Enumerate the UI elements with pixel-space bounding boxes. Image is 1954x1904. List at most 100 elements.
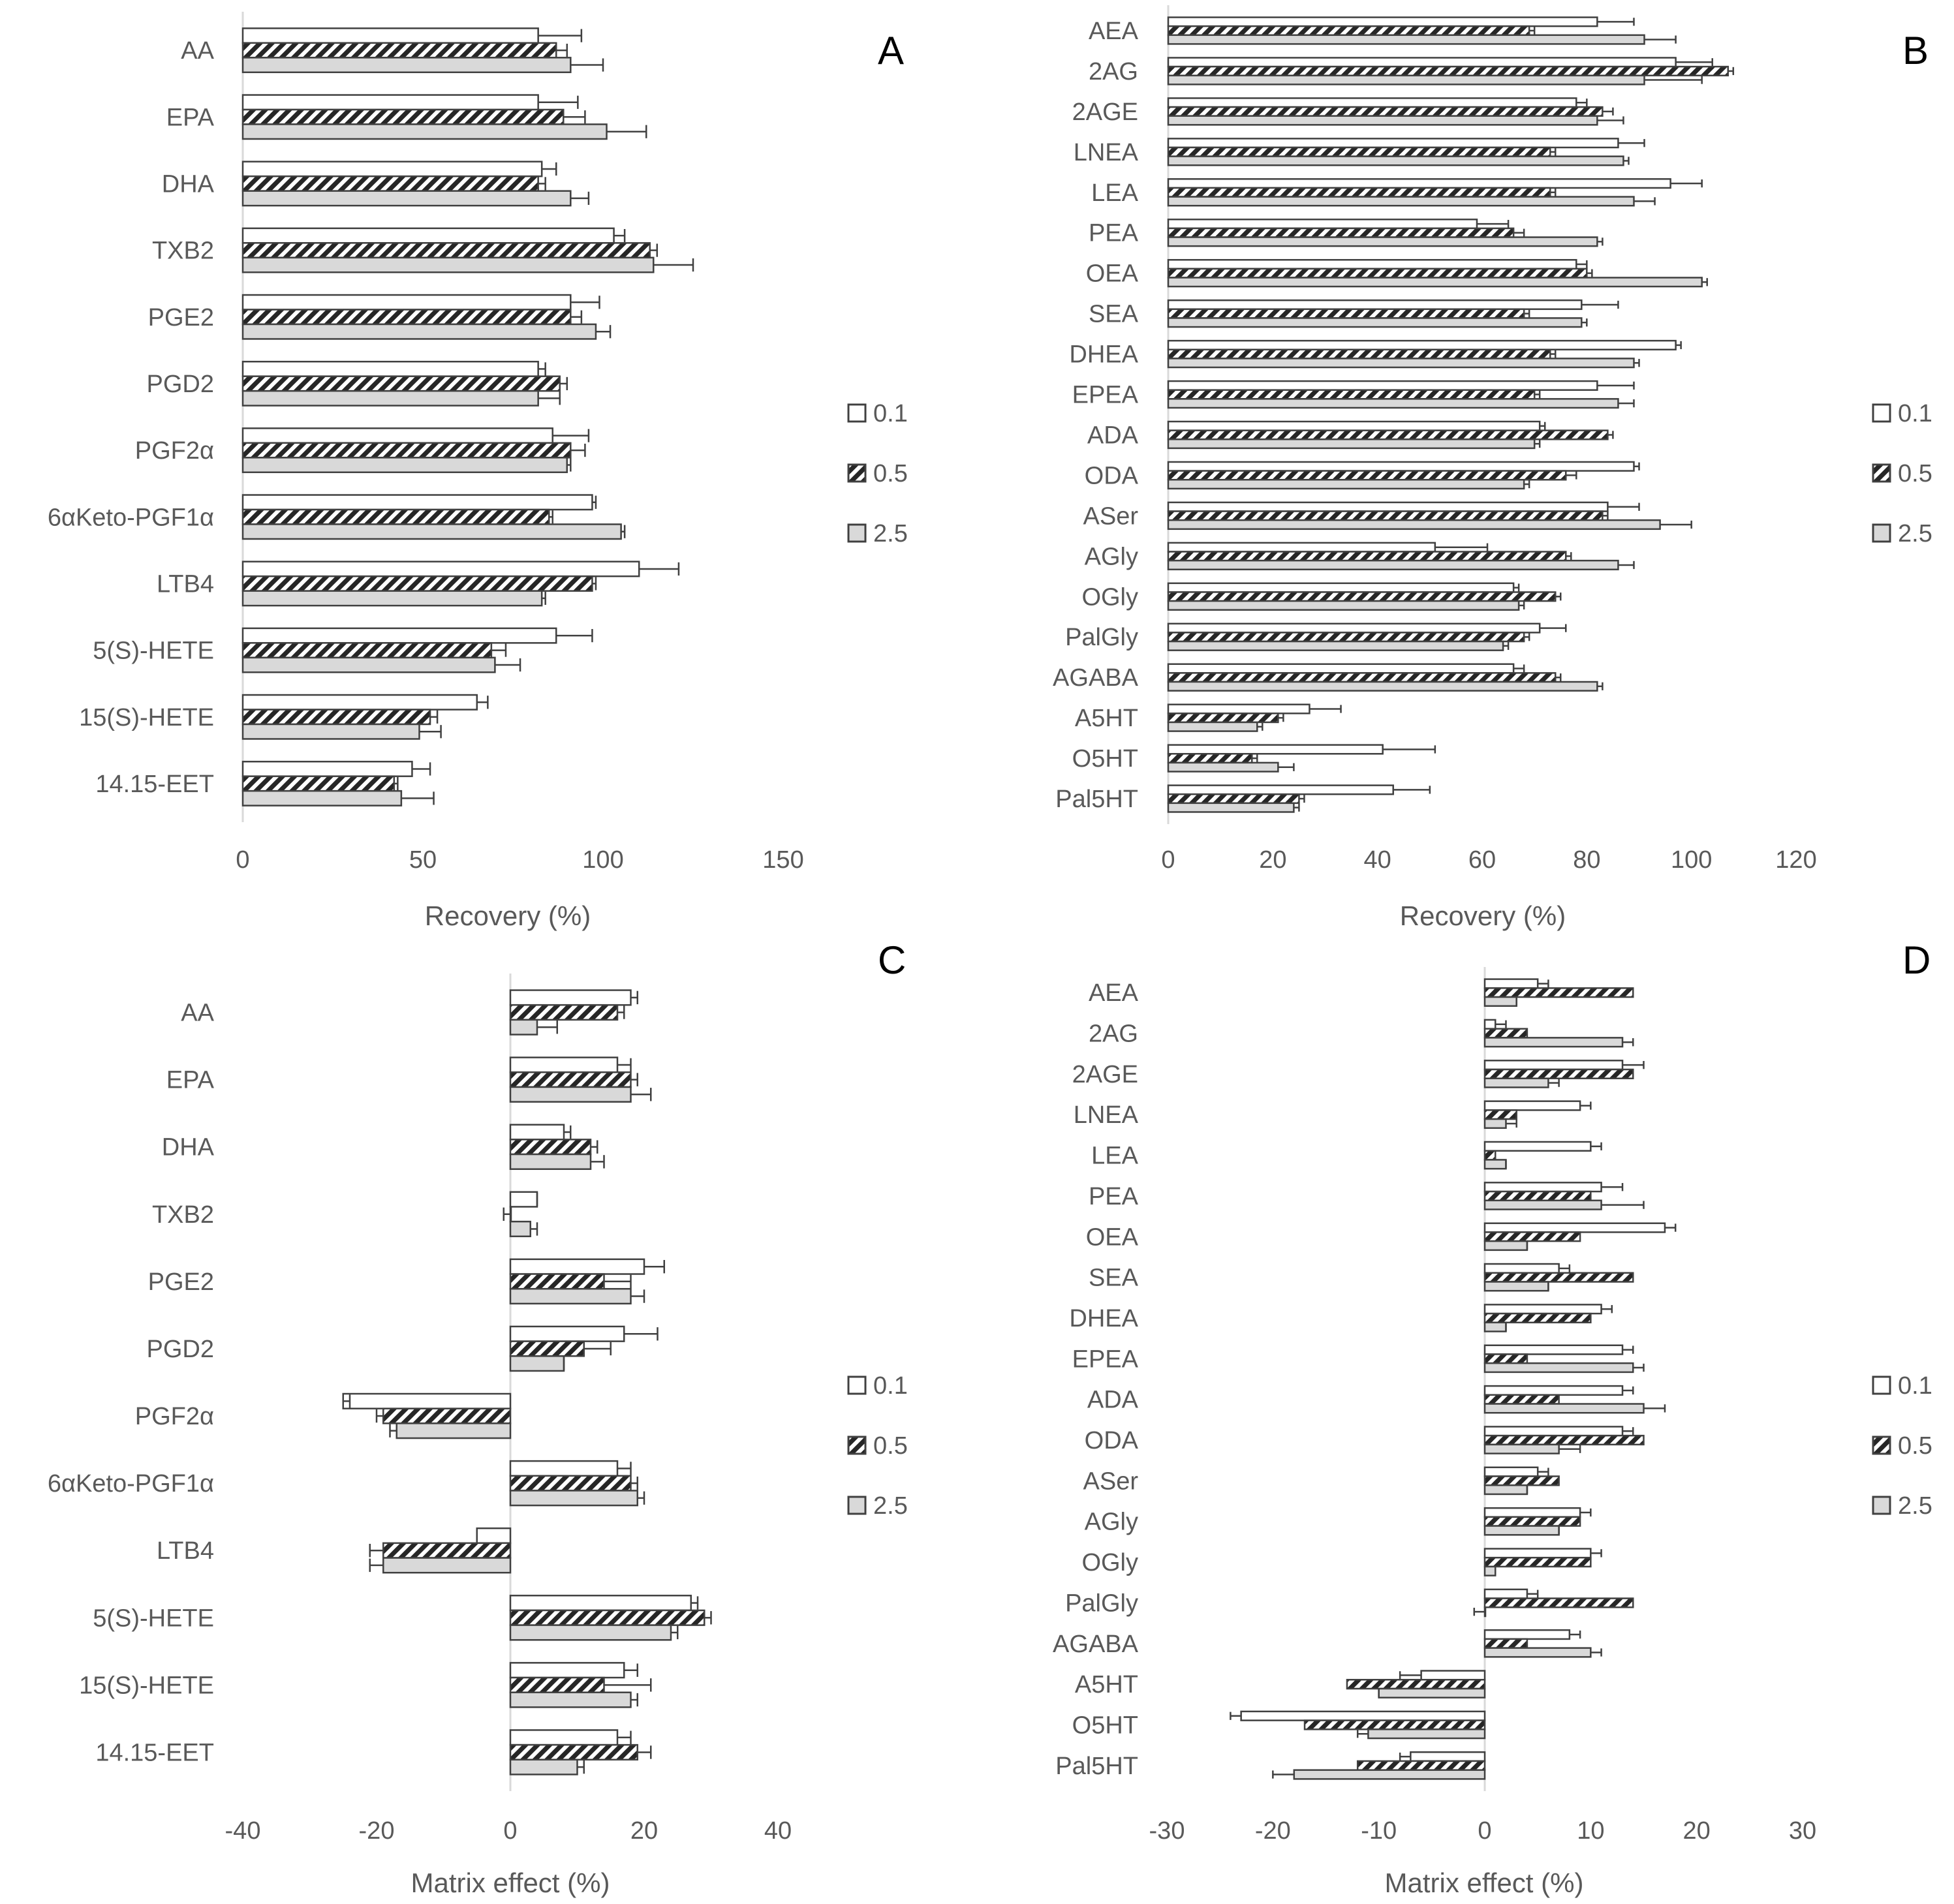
bar-0-1 bbox=[241, 494, 593, 511]
bar-2-5 bbox=[509, 1220, 531, 1238]
bar-2-5 bbox=[1167, 155, 1624, 166]
x-tick-label: 80 bbox=[1573, 846, 1600, 874]
category-label: OEA bbox=[1086, 260, 1139, 288]
bar-0-1 bbox=[1167, 339, 1677, 351]
bar-0-5 bbox=[1167, 470, 1567, 481]
legend-a: 0.1 0.5 2.5 bbox=[847, 400, 908, 547]
bar-0-5 bbox=[241, 175, 539, 192]
plot-area-c: -40 -20 0 20 40 AA EPA DHA TXB2 PGE2 PGD2 PGF2α 6αKe… bbox=[48, 974, 792, 1845]
bar-2-5 bbox=[1483, 1647, 1592, 1658]
category-label: Pal5HT bbox=[1055, 1753, 1138, 1780]
bar-0-1 bbox=[1483, 1222, 1666, 1233]
bar-0-5 bbox=[1356, 1760, 1486, 1771]
bar-2-5 bbox=[1483, 1403, 1645, 1414]
bar-2-5 bbox=[509, 1086, 632, 1103]
bar-0-1 bbox=[1167, 582, 1515, 593]
bar-0-5 bbox=[1483, 1394, 1560, 1405]
category-label: PalGly bbox=[1065, 624, 1138, 651]
category-label: ASer bbox=[1083, 1467, 1139, 1495]
bar-2-5 bbox=[1167, 802, 1295, 813]
category-label: O5HT bbox=[1072, 745, 1138, 773]
bar-2-5 bbox=[1167, 236, 1598, 247]
bar-0-1 bbox=[241, 27, 539, 44]
x-axis-title-a: Recovery (%) bbox=[425, 900, 591, 931]
bar-2-5 bbox=[1483, 1281, 1549, 1292]
bar-0-1 bbox=[1167, 219, 1478, 230]
x-tick-label: 40 bbox=[764, 1817, 792, 1845]
bar-0-5 bbox=[1483, 1028, 1528, 1039]
bar-2-5 bbox=[382, 1557, 512, 1574]
bar-0-5 bbox=[241, 375, 561, 392]
category-label: LNEA bbox=[1074, 1101, 1139, 1129]
category-label: AGABA bbox=[1053, 1631, 1139, 1658]
bar-0-5 bbox=[1167, 308, 1525, 319]
bar-0-5 bbox=[241, 709, 431, 726]
bar-0-5 bbox=[1167, 146, 1551, 157]
bar-2-5 bbox=[1167, 559, 1619, 571]
x-tick-label: 10 bbox=[1577, 1817, 1604, 1845]
legend-swatch-0-1 bbox=[847, 1375, 867, 1395]
category-label: PEA bbox=[1089, 1183, 1139, 1210]
category-label: 14.15-EET bbox=[95, 1739, 214, 1766]
bar-0-1 bbox=[241, 294, 572, 311]
category-label: PGF2α bbox=[135, 1403, 214, 1430]
bar-0-1 bbox=[1167, 461, 1635, 472]
plot-area-d: -30 -20 -10 0 10 20 30 AEA 2AG 2AGE LNEA LEA PEA OEA S… bbox=[1053, 967, 1816, 1845]
x-tick-label: 50 bbox=[409, 846, 437, 874]
category-label: AGly bbox=[1085, 1509, 1138, 1536]
legend-swatch-2-5 bbox=[1872, 523, 1891, 543]
x-tick-label: -20 bbox=[1255, 1817, 1291, 1845]
bar-0-1 bbox=[1167, 501, 1609, 512]
bar-2-5 bbox=[1367, 1728, 1486, 1740]
bar-0-5 bbox=[509, 1475, 632, 1492]
bar-2-5 bbox=[1483, 1118, 1507, 1129]
bar-0-5 bbox=[1167, 713, 1279, 724]
legend-swatch-2-5 bbox=[847, 1496, 867, 1515]
bar-0-5 bbox=[241, 575, 593, 592]
category-label: PGD2 bbox=[147, 371, 214, 398]
bar-0-1 bbox=[1483, 1588, 1528, 1599]
legend-label-2-5: 2.5 bbox=[1898, 520, 1932, 547]
bar-0-5 bbox=[1167, 348, 1551, 360]
plot-area-a: 0 50 100 150 AA EPA DHA TXB2 PGE2 PGD2 PGF2α 6αKeto… bbox=[48, 12, 804, 874]
bar-0-1 bbox=[509, 1325, 625, 1342]
legend-swatch-0-5 bbox=[1872, 463, 1891, 483]
bar-0-5 bbox=[509, 1609, 706, 1626]
category-label: LEA bbox=[1091, 1143, 1138, 1170]
bar-0-1 bbox=[241, 760, 413, 777]
bar-2-5 bbox=[1483, 1159, 1507, 1170]
bar-2-5 bbox=[509, 1153, 592, 1170]
category-label: A5HT bbox=[1075, 1671, 1138, 1698]
legend-b: 0.1 0.5 2.5 bbox=[1872, 400, 1932, 547]
bar-0-1 bbox=[241, 427, 553, 444]
bar-0-5 bbox=[241, 108, 565, 125]
legend-label-0-1: 0.1 bbox=[873, 400, 908, 427]
category-label: ASer bbox=[1083, 502, 1139, 530]
x-tick-label: 20 bbox=[1683, 1817, 1711, 1845]
bar-2-5 bbox=[1167, 600, 1520, 611]
x-tick-label: 20 bbox=[630, 1817, 658, 1845]
bar-0-5 bbox=[509, 1004, 619, 1021]
bar-0-1 bbox=[1483, 1629, 1571, 1640]
bar-2-5 bbox=[241, 656, 496, 673]
x-tick-label: 0 bbox=[1161, 846, 1175, 874]
bar-0-1 bbox=[509, 1124, 565, 1141]
bar-2-5 bbox=[1167, 519, 1661, 530]
bar-0-1 bbox=[1167, 744, 1384, 755]
bar-2-5 bbox=[241, 390, 539, 407]
bar-0-1 bbox=[1167, 299, 1583, 311]
category-label: 15(S)-HETE bbox=[79, 704, 214, 731]
bar-2-5 bbox=[1167, 196, 1635, 207]
panel-c: C -40 -20 0 20 40 AA EPA DHA TXB2 PGE2 PGD2 PGF2α 6α… bbox=[48, 938, 908, 1898]
bar-0-5 bbox=[241, 442, 572, 459]
bar-2-5 bbox=[1167, 115, 1598, 126]
bar-0-5 bbox=[1167, 632, 1525, 643]
category-label: 2AGE bbox=[1072, 99, 1138, 126]
legend-label-0-5: 0.5 bbox=[1898, 1432, 1932, 1460]
category-label: EPA bbox=[166, 104, 215, 131]
bar-2-5 bbox=[241, 457, 568, 474]
bar-0-5 bbox=[241, 309, 572, 326]
bar-2-5 bbox=[1167, 478, 1525, 490]
category-label: DHEA bbox=[1069, 341, 1138, 369]
bar-0-5 bbox=[509, 1139, 592, 1156]
